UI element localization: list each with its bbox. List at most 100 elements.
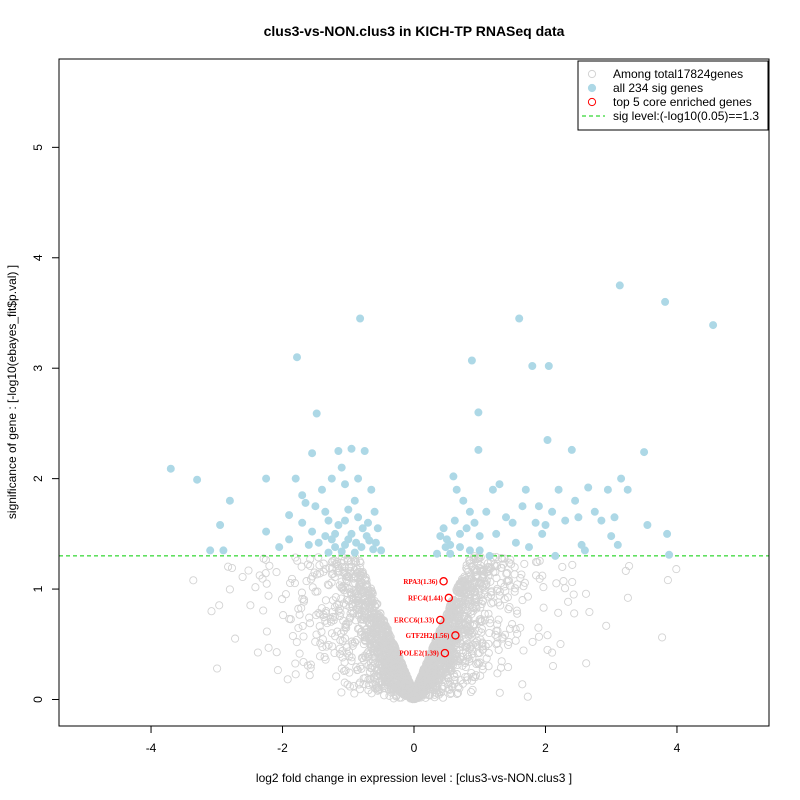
background-gene-point: [494, 645, 503, 654]
background-gene-point: [480, 609, 489, 618]
core-gene-label: ERCC6(1.33): [394, 617, 435, 625]
background-gene-point: [345, 563, 354, 572]
sig-gene-point: [617, 474, 626, 483]
background-gene-point: [288, 631, 297, 641]
background-gene-point: [461, 662, 470, 672]
background-gene-point: [374, 660, 384, 669]
legend-symbol-core-genes: [587, 97, 597, 107]
sig-gene-point: [371, 538, 380, 547]
background-gene-point: [319, 610, 328, 619]
background-gene-point: [310, 568, 319, 577]
core-gene-label: GTF2H2(1.56): [406, 632, 450, 640]
sig-gene-point: [340, 480, 349, 489]
sig-gene-point: [475, 532, 484, 541]
background-gene-point: [518, 680, 527, 689]
sig-gene-point: [455, 529, 464, 538]
sig-gene-point: [337, 463, 346, 472]
background-gene-point: [464, 615, 473, 624]
background-gene-point: [491, 630, 500, 639]
background-gene-point: [407, 683, 416, 692]
background-gene-point: [519, 646, 528, 655]
background-gene-point: [305, 619, 315, 628]
background-gene-point: [365, 604, 375, 613]
background-gene-point: [539, 583, 548, 592]
sig-gene-point: [501, 513, 510, 522]
sig-gene-point: [528, 361, 537, 370]
sig-gene-point: [321, 507, 330, 516]
background-gene-point: [503, 569, 512, 578]
sig-gene-point: [603, 485, 612, 494]
core-gene-point: [436, 615, 445, 625]
background-gene-point: [484, 648, 493, 658]
legend-label-sig-level: sig level:(-log10(0.05)==1.3: [613, 109, 759, 123]
sig-gene-point: [347, 529, 356, 538]
background-gene-point: [434, 661, 443, 670]
background-gene-point: [461, 657, 470, 666]
background-gene-point: [331, 559, 340, 569]
x-tick-label: -4: [146, 741, 157, 755]
background-gene-point: [291, 553, 300, 562]
background-gene-point: [335, 604, 344, 613]
background-gene-point: [500, 630, 510, 639]
background-gene-point: [380, 691, 389, 700]
background-gene-point: [319, 567, 328, 576]
background-gene-point: [456, 579, 465, 588]
background-gene-point: [341, 622, 350, 631]
background-gene-point: [569, 590, 578, 599]
background-gene-point: [295, 610, 304, 619]
background-gene-point: [539, 603, 548, 612]
background-gene-point: [321, 616, 330, 625]
background-gene-point: [331, 632, 340, 641]
background-gene-point: [298, 621, 307, 631]
background-gene-point: [374, 665, 383, 674]
background-gene-point: [493, 633, 502, 642]
y-axis-label: significance of gene : [-log10(ebayes_fi…: [5, 265, 19, 519]
background-gene-point: [505, 581, 515, 590]
background-gene-point: [658, 633, 667, 642]
background-gene-point: [336, 608, 345, 617]
sig-gene-point: [488, 485, 497, 494]
background-gene-point: [474, 584, 483, 593]
sig-gene-point: [449, 472, 458, 481]
background-gene-point: [356, 563, 365, 572]
background-gene-point: [376, 637, 385, 646]
background-gene-point: [438, 693, 448, 702]
sig-gene-point: [543, 435, 552, 444]
sig-gene-point: [225, 496, 234, 505]
background-gene-point: [474, 627, 483, 636]
background-gene-point: [231, 634, 240, 643]
plot-area: RPA3(1.36) RFC4(1.44) ERCC6(1.33) GTF2H2(1.…: [59, 281, 769, 704]
background-gene-point: [425, 654, 434, 663]
background-gene-point: [356, 628, 365, 637]
sig-gene-point: [475, 546, 484, 555]
background-gene-point: [500, 582, 509, 591]
background-gene-point: [389, 694, 398, 703]
background-gene-point: [497, 553, 506, 563]
core-gene-label: POLE2(1.39): [399, 650, 439, 658]
background-gene-point: [262, 627, 271, 636]
background-gene-point: [375, 684, 384, 693]
sig-gene-point: [561, 516, 570, 525]
legend-label-sig-genes: all 234 sig genes: [613, 81, 703, 95]
sig-gene-point: [166, 464, 175, 473]
background-gene-point: [481, 642, 490, 651]
background-gene-point: [343, 680, 352, 689]
sig-gene-point: [350, 548, 359, 557]
sig-gene-point: [206, 546, 215, 555]
sig-gene-point: [324, 548, 333, 557]
background-gene-point: [532, 571, 541, 580]
background-gene-point: [493, 626, 502, 635]
x-tick-label: -2: [277, 741, 288, 755]
background-gene-point: [452, 645, 461, 655]
background-gene-point: [465, 596, 475, 605]
sig-gene-point: [709, 321, 718, 330]
background-gene-point: [364, 681, 373, 690]
background-gene-point: [466, 630, 475, 639]
background-gene-point: [385, 674, 394, 683]
background-gene-point: [623, 593, 632, 602]
background-gene-point: [343, 576, 352, 586]
background-gene-point: [286, 615, 295, 624]
sig-gene-point: [574, 513, 583, 522]
sig-genes: [166, 281, 718, 560]
background-gene-point: [291, 670, 300, 679]
